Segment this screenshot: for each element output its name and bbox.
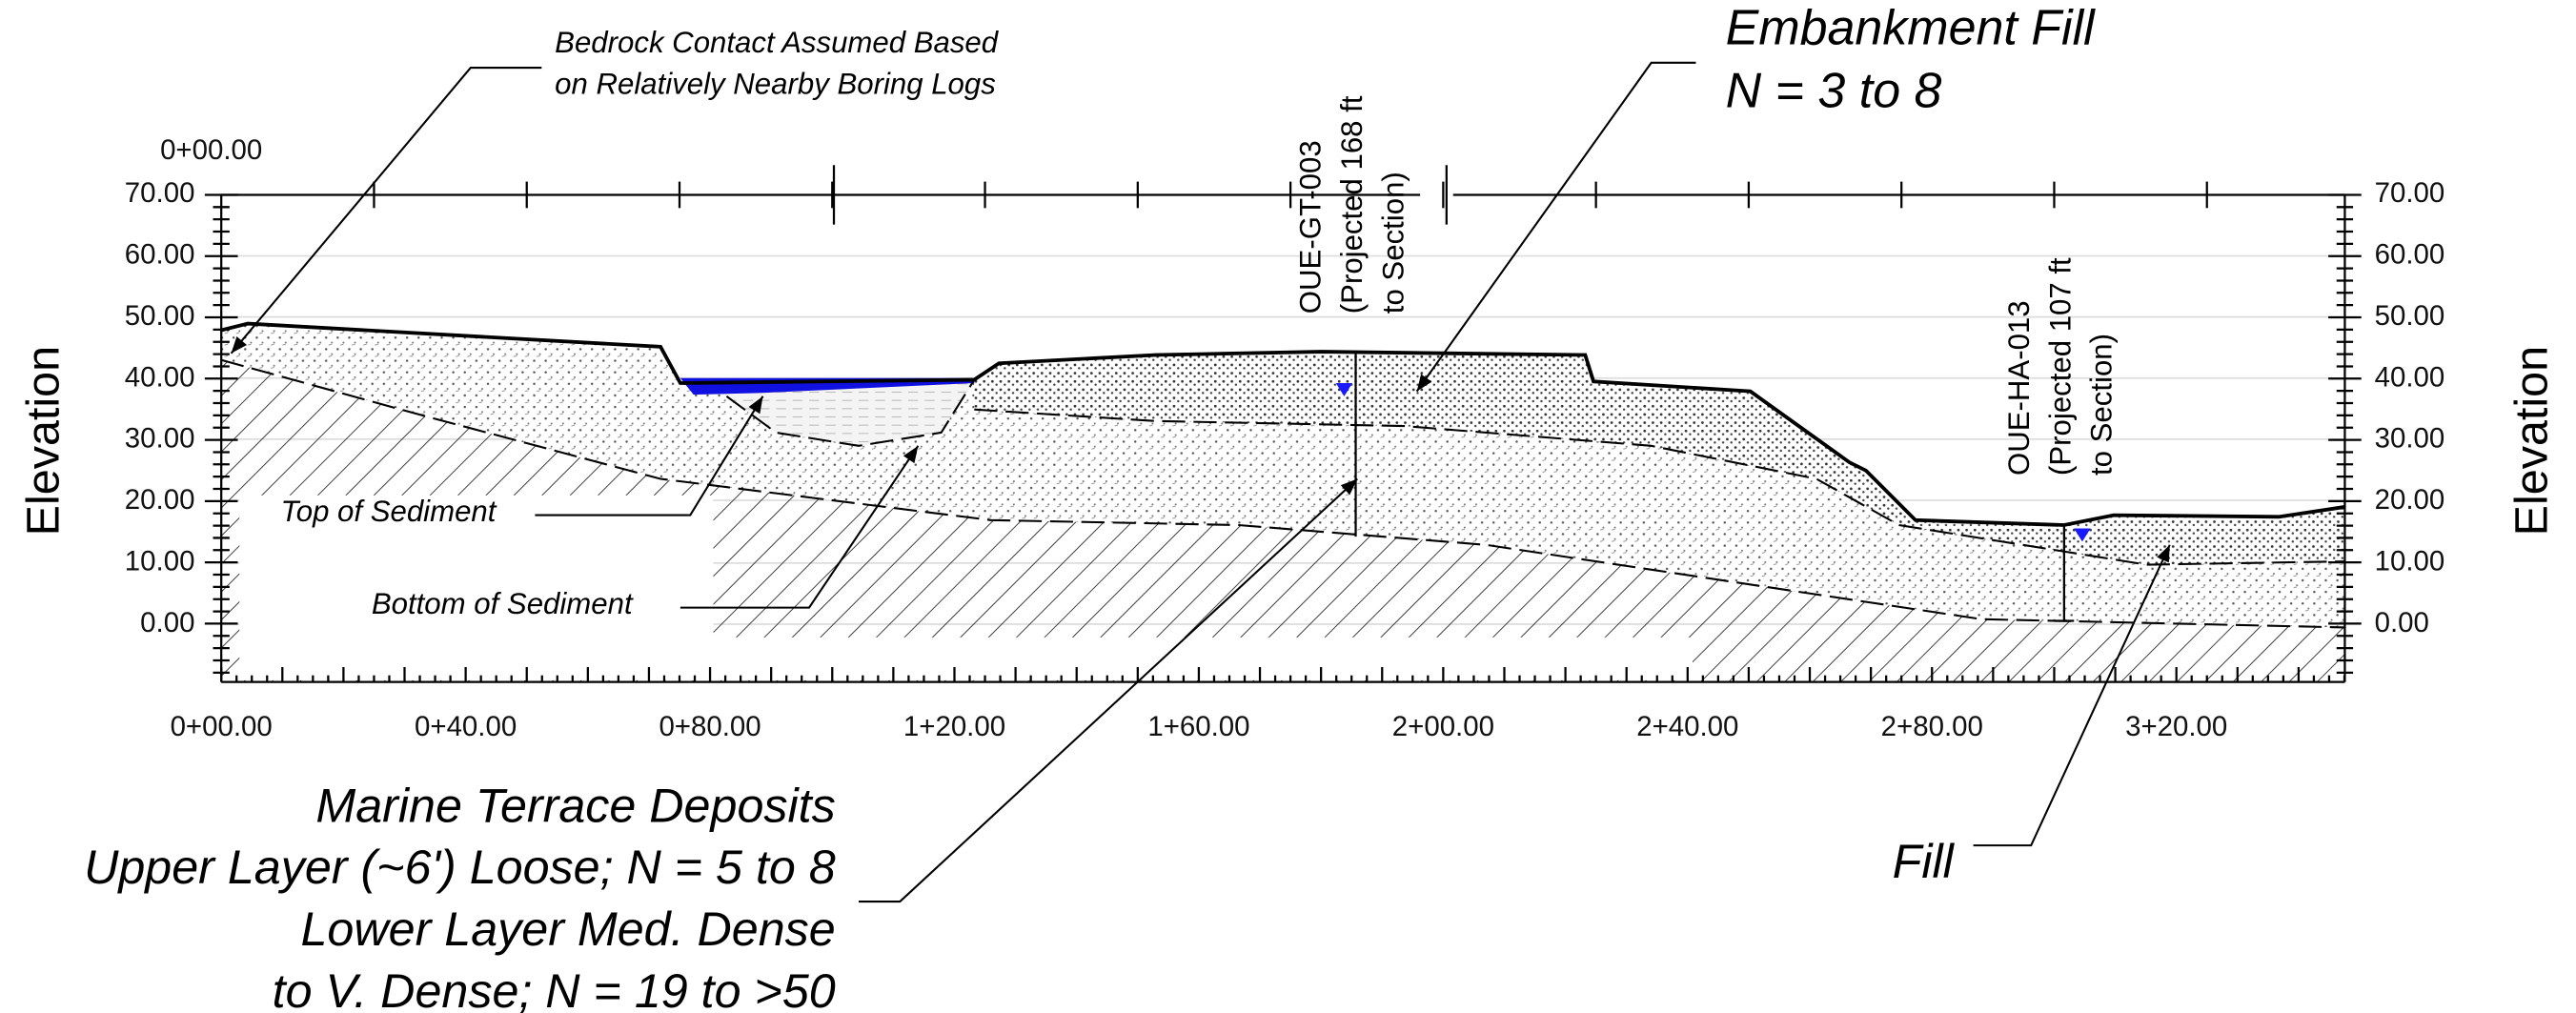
elevation-label: 20.00 — [2375, 484, 2445, 516]
station-label: 1+60.00 — [1147, 711, 1249, 742]
annotation: Bottom of Sediment — [372, 587, 634, 620]
elevation-label: 30.00 — [2375, 423, 2445, 455]
station-label: 3+20.00 — [2125, 711, 2227, 742]
embankment — [974, 352, 2345, 565]
bedrock — [221, 359, 2345, 682]
sediment — [679, 379, 975, 446]
station-label: 0+00.00 — [160, 134, 262, 166]
elevation-label: 70.00 — [2375, 177, 2445, 209]
annotation: Embankment Fill — [1726, 1, 2096, 56]
boring-label: OUE-GT-003 — [1294, 140, 1328, 314]
boring-label: to Section) — [2085, 334, 2119, 476]
elevation-label: 40.00 — [2375, 361, 2445, 393]
labels: 70.00 70.00 60.00 60.00 50.00 50.00 40.00 40.00… — [17, 1, 2557, 1013]
station-label: 2+00.00 — [1392, 711, 1494, 742]
elevation-label: 50.00 — [2375, 300, 2445, 332]
elevation-label: 10.00 — [125, 545, 195, 577]
station-label: 1+20.00 — [903, 711, 1005, 742]
annotation: Lower Layer Med. Dense — [300, 902, 835, 956]
leaders — [230, 61, 2171, 903]
elevation-label: 40.00 — [125, 361, 195, 393]
axis-title: Elevation — [2505, 346, 2557, 537]
annotation: Bedrock Contact Assumed Based — [555, 26, 1000, 59]
elevation-label: 50.00 — [125, 300, 195, 332]
elevation-label: 30.00 — [125, 423, 195, 455]
annotation: Top of Sediment — [281, 495, 497, 528]
annotation: to V. Dense; N = 19 to >50 — [273, 964, 836, 1013]
boring-label: (Projected 107 ft — [2043, 257, 2077, 476]
station-label: 2+80.00 — [1881, 711, 1983, 742]
axis-title: Elevation — [17, 346, 69, 537]
annotation: Marine Terrace Deposits — [315, 779, 835, 832]
annotation: N = 3 to 8 — [1726, 63, 1942, 118]
elevation-label: 0.00 — [140, 607, 194, 638]
station-label: 0+80.00 — [659, 711, 761, 742]
elevation-label: 60.00 — [125, 239, 195, 271]
annotation: on Relatively Nearby Boring Logs — [555, 67, 996, 100]
borings — [1335, 352, 2091, 622]
elevation-label: 10.00 — [2375, 545, 2445, 577]
station-label: 0+00.00 — [171, 711, 273, 742]
boring-label: (Projected 168 ft — [1335, 95, 1369, 314]
annotation: Fill — [1893, 835, 1956, 888]
elevation-label: 70.00 — [125, 177, 195, 209]
elevation-label: 60.00 — [2375, 239, 2445, 271]
boring-label: to Section) — [1376, 172, 1410, 314]
elevation-label: 20.00 — [125, 484, 195, 516]
station-label: 2+40.00 — [1636, 711, 1738, 742]
axes — [204, 165, 2362, 683]
annotation: Upper Layer (~6') Loose; N = 5 to 8 — [84, 841, 836, 894]
boring-label: OUE-HA-013 — [2002, 300, 2036, 476]
elevation-label: 0.00 — [2375, 607, 2429, 638]
station-label: 0+40.00 — [415, 711, 517, 742]
